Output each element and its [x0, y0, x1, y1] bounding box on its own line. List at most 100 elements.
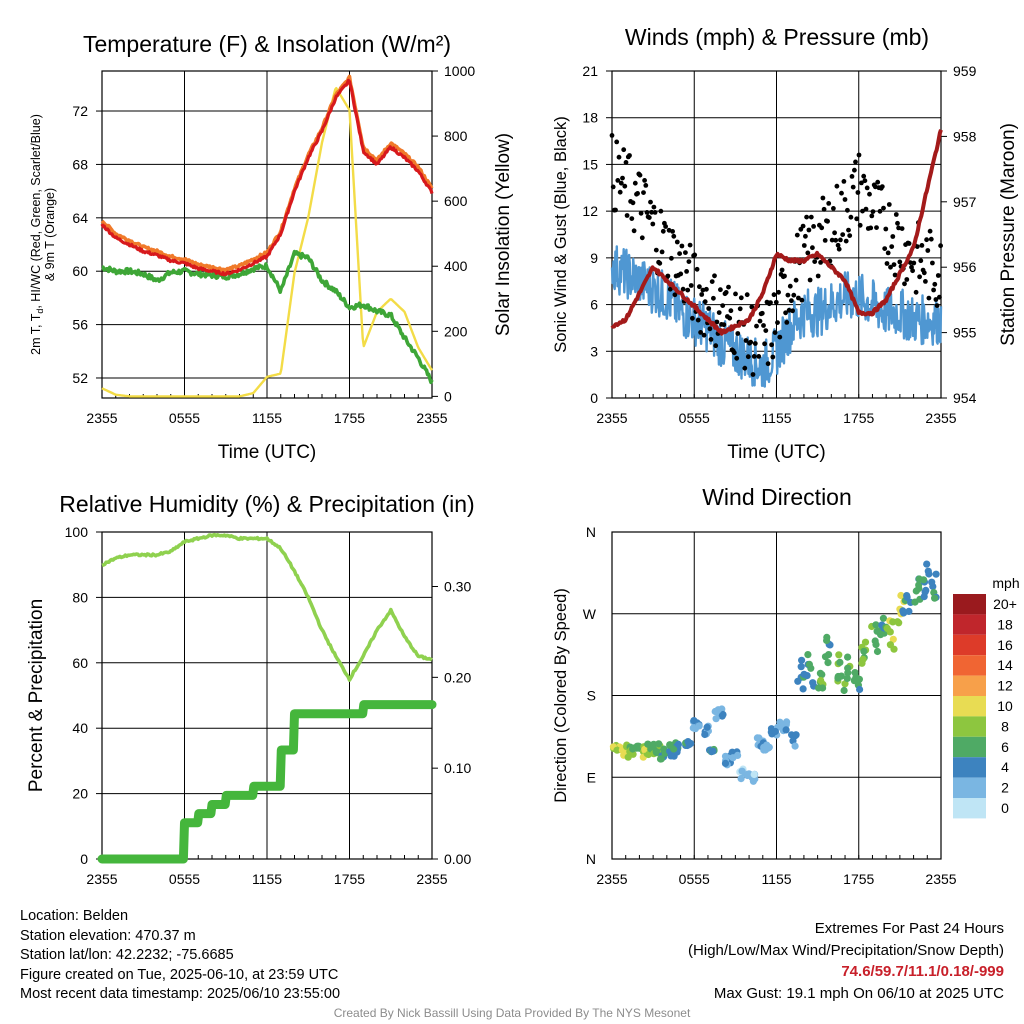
colorbar: mph 20+ 18 16 14 12 10 8 6 4 2 0 [953, 575, 1020, 819]
gust-point [771, 292, 777, 298]
gust-point [685, 287, 691, 293]
colorbar-swatch [953, 634, 986, 656]
direction-point [708, 748, 716, 756]
colorbar-title: mph [992, 575, 1019, 591]
gust-point [768, 300, 773, 305]
gust-point [807, 277, 813, 283]
x-tick-label: 2355 [596, 871, 627, 887]
gust-point [757, 318, 763, 324]
gust-point [695, 317, 701, 323]
gust-point [800, 223, 806, 229]
direction-point [803, 672, 811, 680]
gust-point [667, 286, 673, 292]
gust-point [799, 297, 805, 303]
gust-point [726, 284, 731, 290]
x-tick-label: 2355 [416, 410, 447, 426]
gust-point [759, 310, 765, 316]
direction-point [920, 576, 928, 584]
gust-point [652, 210, 658, 215]
y2-tick-label: 0 [444, 388, 452, 404]
direction-point [860, 647, 868, 655]
y-tick-label: N [586, 524, 596, 540]
gust-point [686, 259, 692, 264]
gust-point [892, 272, 898, 278]
direction-point [798, 656, 806, 664]
gust-point [843, 238, 849, 244]
direction-point [889, 635, 897, 643]
direction-point [809, 679, 817, 687]
gust-point [805, 250, 811, 256]
series-gust-points [609, 133, 943, 377]
x-tick-label: 2355 [925, 871, 956, 887]
gust-point [839, 190, 844, 196]
colorbar-swatch [953, 696, 986, 717]
gust-point [796, 295, 801, 301]
gust-point [932, 281, 938, 287]
colorbar-label: 4 [1001, 759, 1009, 775]
direction-point [843, 674, 851, 683]
gust-point [687, 242, 693, 248]
gust-point [618, 180, 624, 186]
gust-point [810, 245, 815, 251]
gust-point [790, 308, 795, 314]
direction-point [738, 767, 746, 775]
gust-point [910, 268, 915, 274]
gust-point [723, 290, 729, 295]
max-gust-text: Max Gust: 19.1 mph On 06/10 at 2025 UTC [713, 984, 1004, 1002]
gust-point [631, 228, 637, 234]
direction-point [835, 651, 843, 659]
gust-point [849, 174, 855, 179]
direction-point [771, 727, 780, 736]
gust-point [895, 220, 900, 226]
direction-point [685, 741, 693, 749]
gust-point [622, 183, 628, 189]
gust-point [657, 260, 663, 266]
gust-point [838, 237, 843, 243]
direction-point [613, 746, 621, 754]
colorbar-label: 6 [1001, 739, 1009, 755]
colorbar-swatch [953, 777, 986, 798]
direction-point [719, 710, 727, 719]
gust-point [808, 214, 814, 220]
direction-point [844, 664, 852, 672]
gust-point [763, 328, 769, 333]
y-tick-label: 40 [72, 720, 88, 736]
gust-point [904, 277, 910, 282]
gust-point [709, 279, 715, 284]
gust-point [632, 180, 638, 186]
direction-point [836, 658, 844, 667]
gust-point [658, 208, 664, 214]
colorbar-label: 14 [997, 657, 1013, 673]
direction-point [932, 570, 940, 578]
x-tick-label: 2355 [416, 871, 447, 887]
direction-point [841, 680, 849, 688]
direction-point [823, 636, 831, 645]
gust-point [734, 355, 740, 361]
gust-point [782, 273, 787, 279]
direction-point [817, 676, 825, 685]
y2-tick-label: 1000 [444, 63, 475, 79]
direction-point [851, 669, 859, 677]
gust-point [754, 323, 759, 329]
gust-point [820, 195, 826, 201]
gust-point [616, 154, 622, 160]
y2-tick-label: 0.30 [444, 579, 471, 595]
colorbar-swatch [953, 675, 986, 696]
gust-point [769, 342, 774, 348]
x-tick-label: 1155 [252, 410, 282, 426]
gust-point [644, 210, 650, 215]
x-tick-label: 0555 [679, 410, 710, 426]
y-axis-label: 2m T, Td, HI/WC (Red, Green, Scarlet/Blu… [29, 114, 57, 355]
x-tick-label: 0555 [169, 410, 200, 426]
gust-point [897, 259, 903, 265]
gust-point [812, 259, 818, 264]
gust-point [856, 152, 862, 158]
gust-point [870, 209, 876, 215]
latlon-text: Station lat/lon: 42.2232; -75.6685 [20, 947, 234, 964]
direction-point [859, 655, 867, 663]
gust-point [744, 292, 750, 298]
x-axis-label: Time (UTC) [727, 442, 826, 463]
gust-point [617, 189, 623, 195]
gust-point [660, 228, 666, 234]
direction-point [856, 685, 864, 694]
